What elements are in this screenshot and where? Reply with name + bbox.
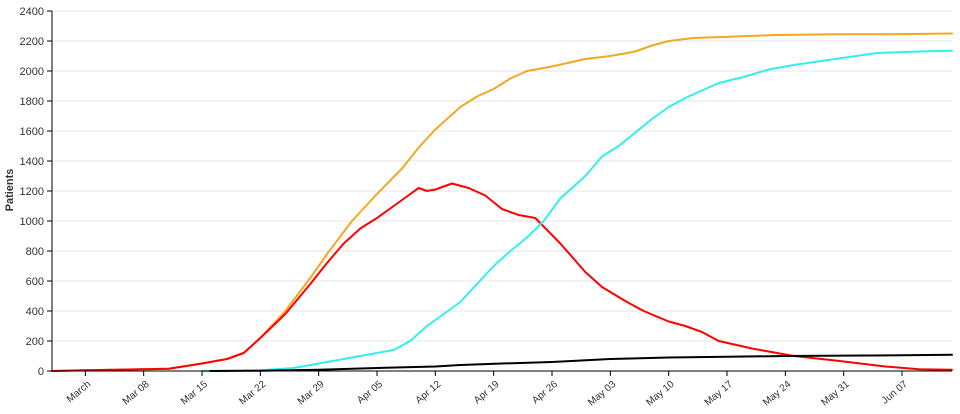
- y-tick-label: 0: [38, 366, 44, 378]
- x-tick-label: Apr 19: [472, 379, 502, 407]
- y-tick-label: 1200: [20, 186, 44, 198]
- x-tick-label: Mar 22: [237, 379, 268, 408]
- gridlines: [52, 10, 952, 372]
- x-tick-label: Jun 07: [880, 379, 910, 407]
- y-tick-label: 1800: [20, 96, 44, 108]
- y-tick-label: 200: [26, 336, 44, 348]
- series-line-2: [51, 182, 953, 372]
- x-tick-label: May 03: [586, 379, 619, 409]
- y-axis-tick-labels: 0 200 400 600 800 1000 1200 1400 1600 1800 2000 220…: [20, 6, 52, 378]
- y-tick-label: 800: [26, 246, 44, 258]
- series-line-1: [51, 32, 953, 372]
- x-axis-tick-labels: March Mar 08 Mar 15 Mar 22 Mar 29 Apr 05 Apr 1…: [65, 371, 910, 408]
- y-axis-label: Patients: [4, 169, 16, 212]
- y-tick-label: 400: [26, 306, 44, 318]
- x-tick-label: May 10: [644, 379, 677, 409]
- x-tick-label: May 31: [819, 379, 852, 409]
- x-tick-label: May 17: [703, 379, 736, 409]
- series-line-3: [201, 49, 953, 372]
- y-tick-label: 2000: [20, 66, 44, 78]
- series-lines: [51, 32, 953, 372]
- x-tick-label: Apr 26: [530, 379, 560, 407]
- y-tick-label: 2400: [20, 6, 44, 18]
- y-tick-label: 1600: [20, 126, 44, 138]
- x-tick-label: Mar 15: [179, 379, 210, 408]
- x-tick-label: Mar 08: [121, 379, 152, 408]
- y-tick-label: 2200: [20, 36, 44, 48]
- y-tick-label: 1400: [20, 156, 44, 168]
- y-tick-label: 600: [26, 276, 44, 288]
- x-tick-label: Mar 29: [296, 379, 327, 408]
- x-tick-label: Apr 12: [414, 379, 444, 407]
- x-tick-label: March: [65, 379, 93, 405]
- y-tick-label: 1000: [20, 216, 44, 228]
- series-line-4: [209, 353, 953, 372]
- x-tick-label: May 24: [761, 379, 794, 409]
- x-tick-label: Apr 05: [355, 379, 385, 407]
